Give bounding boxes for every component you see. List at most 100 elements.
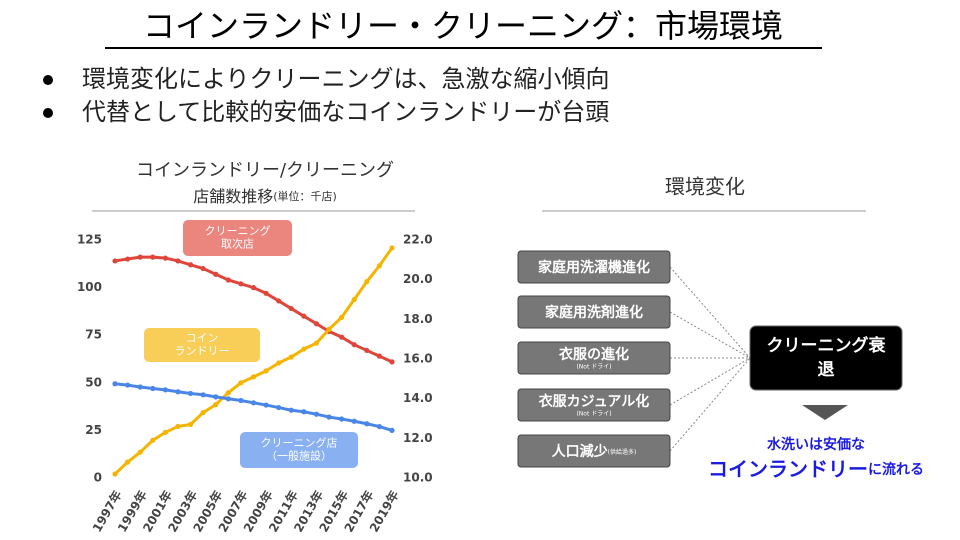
arrow — [802, 405, 848, 420]
data-point — [301, 346, 307, 352]
data-point — [162, 387, 168, 393]
data-point — [124, 256, 131, 262]
data-point — [313, 340, 320, 346]
y2-tick-label: 10.0 — [403, 471, 433, 485]
data-point — [213, 271, 219, 277]
data-point — [187, 390, 194, 397]
data-point — [288, 305, 294, 312]
factor-note: (供給過多) — [608, 448, 637, 456]
data-point — [112, 381, 118, 387]
factor-boxes — [517, 250, 671, 468]
diagram-title: 環境変化 — [665, 175, 745, 199]
data-point — [124, 382, 131, 388]
y-tick-label: 25 — [85, 423, 102, 437]
data-point — [301, 313, 307, 319]
bullet: 環境変化によりクリーニングは、急激な縮小傾向 — [82, 65, 610, 93]
data-point — [376, 353, 383, 359]
data-point — [288, 407, 294, 413]
factor: 家庭用洗濯機進化 — [538, 259, 650, 276]
data-point — [137, 384, 143, 390]
data-point — [238, 281, 244, 287]
data-point — [213, 394, 219, 400]
data-point — [263, 290, 269, 296]
y2-tick-label: 20.0 — [403, 272, 433, 286]
data-point — [351, 418, 357, 424]
data-point — [162, 255, 168, 261]
data-point — [250, 400, 257, 406]
data-point — [175, 423, 181, 430]
conclusion: コインランドリーに流れる — [708, 457, 924, 481]
bullet-dot — [43, 75, 53, 85]
bullet: 代替として比較的安価なコインランドリーが台頭 — [82, 98, 609, 126]
bullet-dot — [43, 108, 53, 118]
data-point — [225, 390, 231, 396]
data-point — [137, 254, 143, 260]
data-point — [112, 258, 118, 264]
legend-line: 取次店 — [221, 237, 254, 251]
data-point — [288, 354, 294, 360]
data-point — [175, 258, 181, 264]
y-tick-label: 125 — [77, 233, 102, 247]
factor-note: (Not ドライ) — [576, 364, 611, 371]
legend-line: ランドリー — [175, 345, 230, 358]
data-point — [351, 342, 357, 348]
data-point — [364, 347, 370, 354]
data-point — [225, 396, 231, 402]
data-point — [339, 334, 345, 340]
data-point — [364, 279, 370, 285]
legend-line: （一般施設） — [266, 449, 332, 463]
chart-title: 店舗数推移(単位：千店) — [193, 187, 337, 206]
factor: 衣服カジュアル化 — [539, 393, 650, 410]
data-point — [150, 437, 156, 443]
legend-line: クリーニング店 — [261, 436, 338, 450]
data-point — [339, 314, 345, 320]
data-point — [326, 326, 332, 332]
data-point — [213, 402, 219, 408]
data-point — [238, 380, 244, 386]
data-point — [364, 421, 370, 427]
data-point — [326, 414, 332, 420]
connectors — [669, 266, 751, 452]
data-point — [200, 265, 206, 272]
y-tick-label: 75 — [85, 328, 102, 342]
data-point — [276, 360, 282, 366]
series-line — [114, 382, 393, 432]
data-point — [200, 409, 206, 416]
legend-box — [240, 432, 358, 468]
data-point — [175, 389, 181, 395]
factor-label: 人口減少 — [552, 443, 608, 460]
factor: 人口減少(供給過多) — [552, 443, 637, 460]
data-point — [263, 368, 269, 374]
chart-unit: (単位：千店) — [273, 189, 337, 203]
factor: 衣服の進化 — [559, 346, 629, 363]
slide-title: コインランドリー・クリーニング：市場環境 — [143, 7, 783, 45]
data-point — [238, 397, 244, 404]
legend-box — [183, 220, 292, 256]
y2-tick-label: 18.0 — [403, 312, 433, 326]
data-point — [313, 411, 320, 417]
data-point — [250, 285, 257, 291]
legend-box — [144, 328, 260, 362]
data-point — [112, 471, 118, 477]
data-point — [187, 262, 194, 268]
result-box — [749, 325, 903, 391]
data-point — [263, 402, 269, 408]
legend-label: クリーニング取次店 — [205, 224, 271, 251]
conclusion-emphasis: コインランドリー — [708, 457, 868, 481]
y-tick-label: 0 — [94, 471, 102, 485]
legend-line: コイン — [186, 332, 219, 345]
data-point — [376, 263, 383, 269]
legend-line: クリーニング — [205, 224, 271, 238]
data-point — [200, 392, 206, 398]
data-point — [150, 385, 156, 392]
data-point — [187, 421, 194, 428]
data-point — [389, 245, 395, 251]
y2-tick-label: 16.0 — [403, 352, 433, 366]
data-point — [150, 254, 156, 260]
data-point — [389, 359, 395, 365]
legend-label: クリーニング店（一般施設） — [261, 436, 338, 463]
y-tick-label: 50 — [85, 375, 102, 389]
data-point — [225, 277, 231, 283]
conclusion-suffix: に流れる — [868, 461, 924, 478]
